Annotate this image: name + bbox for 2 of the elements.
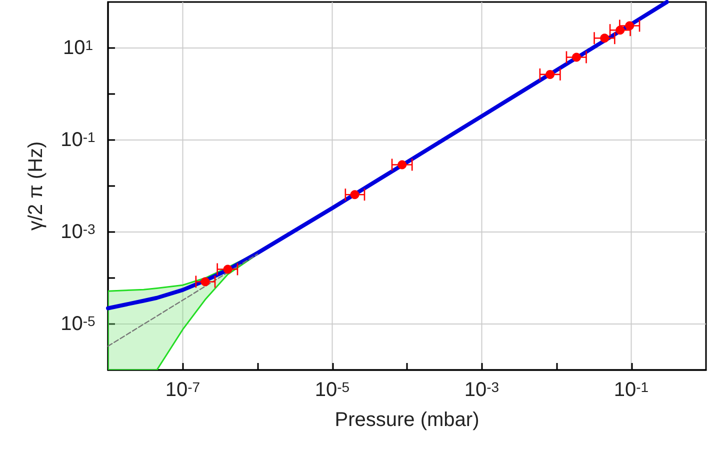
y-axis-title: γ/2 π (Hz): [25, 141, 47, 231]
x-axis-title: Pressure (mbar): [334, 409, 480, 431]
